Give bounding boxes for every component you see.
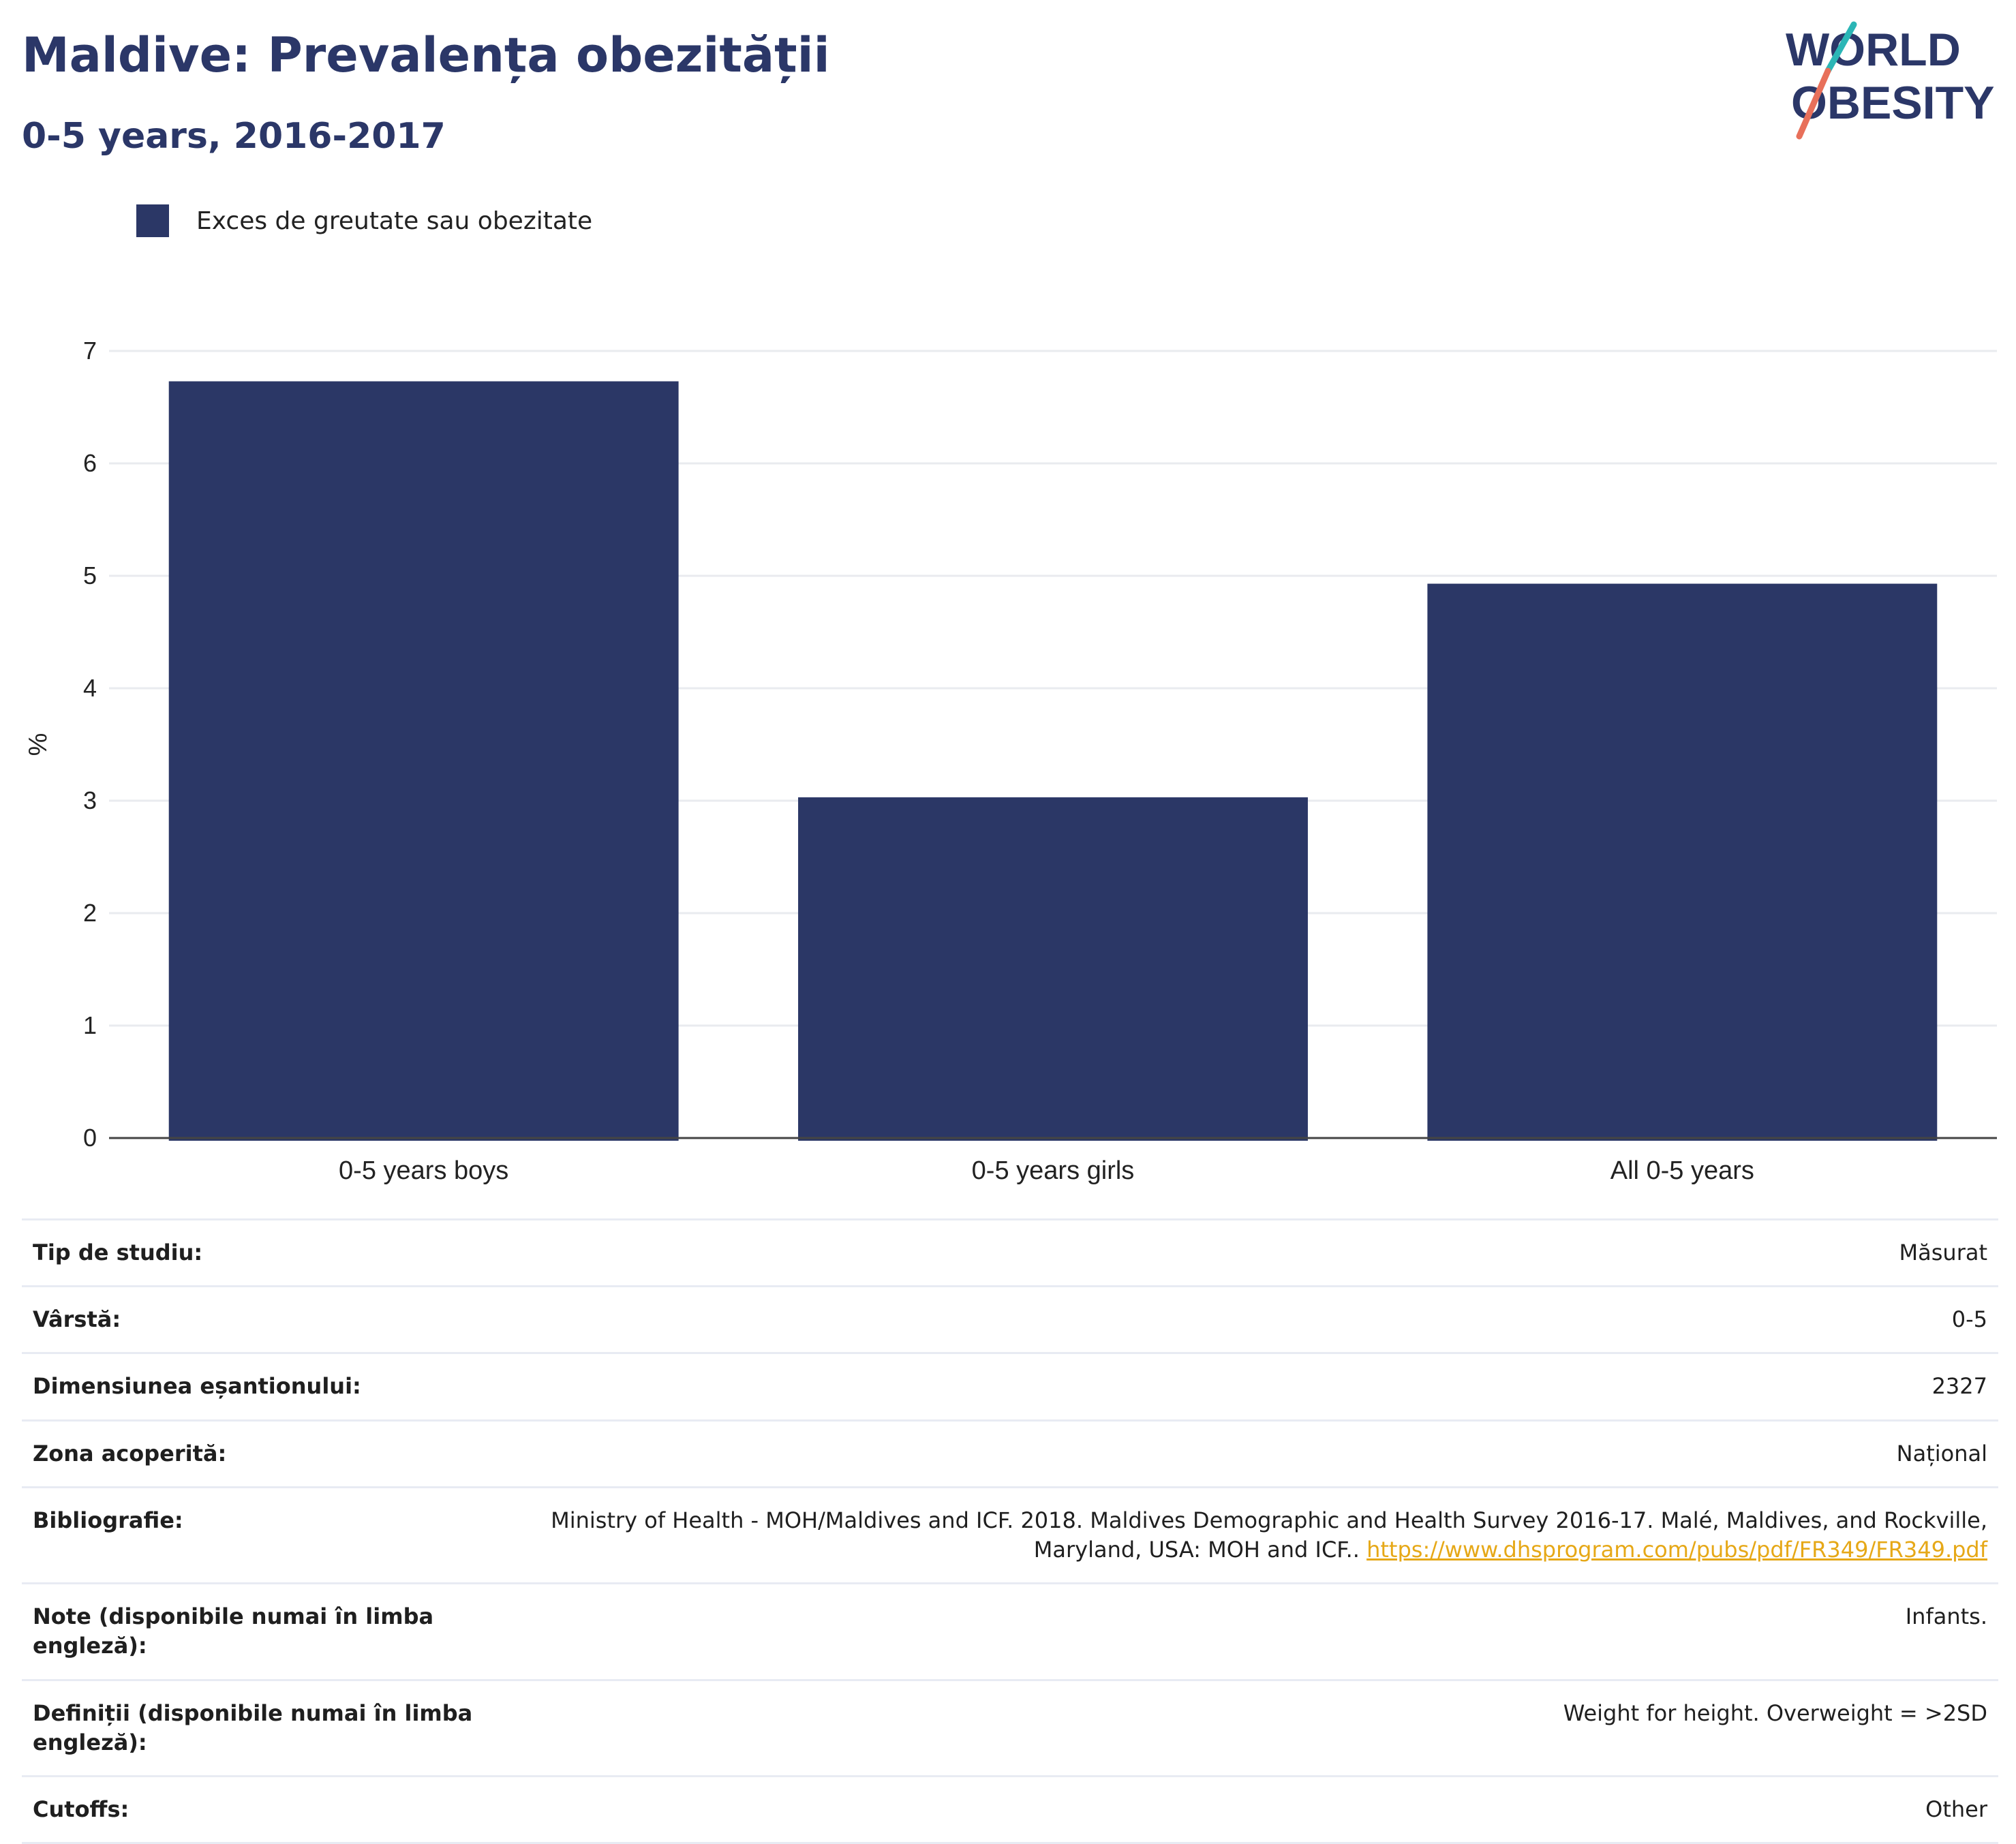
- x-tick-label: 0-5 years boys: [339, 1156, 508, 1185]
- info-row: Cutoffs: Other: [22, 1774, 1998, 1844]
- info-value-text: Măsurat: [1899, 1240, 1987, 1265]
- info-value-text: Infants.: [1905, 1603, 1987, 1630]
- info-value-text: Other: [1925, 1796, 1987, 1822]
- chart-legend: Exces de greutate sau obezitate: [136, 202, 592, 240]
- y-tick-label: 1: [83, 1011, 97, 1039]
- info-value: Ministry of Health - MOH/Maldives and IC…: [521, 1486, 1998, 1584]
- y-tick-label: 7: [83, 337, 97, 365]
- y-tick-label: 6: [83, 449, 97, 477]
- info-value: 0-5: [521, 1285, 1998, 1353]
- study-info-table: Tip de studiu: Măsurat Vârstă: 0-5 Dimensiun…: [22, 1218, 1998, 1844]
- y-axis-label: %: [24, 733, 52, 756]
- bar: [798, 797, 1308, 1141]
- info-key: Definiții (disponibile numai în limba en…: [22, 1678, 521, 1777]
- chart-subtitle: 0-5 years, 2016-2017: [22, 116, 446, 157]
- info-key: Vârstă:: [22, 1285, 521, 1353]
- info-key: Dimensiunea eșantionului:: [22, 1352, 521, 1421]
- y-tick-label: 2: [83, 899, 97, 927]
- bar: [168, 381, 679, 1141]
- info-row: Note (disponibile numai în limba engleză…: [22, 1582, 1998, 1680]
- info-value: Național: [521, 1419, 1998, 1488]
- info-value: Măsurat: [521, 1218, 1998, 1287]
- legend-swatch: [136, 204, 169, 237]
- svg-text:OBESITY: OBESITY: [1791, 77, 1995, 129]
- bar-chart: 0 1 2 3 4 5 6 7 0-5 years boys 0-5 years girls All…: [24, 337, 1997, 1185]
- bar: [1427, 583, 1938, 1141]
- info-key: Bibliografie:: [22, 1486, 521, 1584]
- info-row: Definiții (disponibile numai în limba en…: [22, 1678, 1998, 1777]
- y-tick-label: 4: [83, 674, 97, 702]
- info-key: Tip de studiu:: [22, 1218, 521, 1287]
- info-key: Cutoffs:: [22, 1774, 521, 1844]
- y-tick-label: 0: [83, 1124, 97, 1152]
- info-value-text: Ministry of Health - MOH/Maldives and IC…: [551, 1507, 1987, 1563]
- legend-label: Exces de greutate sau obezitate: [196, 206, 593, 235]
- info-value: Weight for height. Overweight = >2SD: [521, 1678, 1998, 1777]
- world-obesity-logo: WORLD OBESITY: [1786, 21, 1995, 140]
- chart-title: Maldive: Prevalența obezității: [22, 27, 830, 83]
- info-value-text: Weight for height. Overweight = >2SD: [1563, 1700, 1987, 1726]
- info-key: Zona acoperită:: [22, 1419, 521, 1488]
- info-key: Note (disponibile numai în limba engleză…: [22, 1582, 521, 1680]
- info-row: Vârstă: 0-5: [22, 1285, 1998, 1353]
- info-value: Infants.: [521, 1582, 1998, 1680]
- info-value: Other: [521, 1774, 1998, 1844]
- info-value-text: Național: [1896, 1440, 1987, 1466]
- info-row: Dimensiunea eșantionului: 2327: [22, 1352, 1998, 1421]
- info-row: Tip de studiu: Măsurat: [22, 1218, 1998, 1287]
- info-value: 2327: [521, 1352, 1998, 1421]
- info-row: Zona acoperită: Național: [22, 1419, 1998, 1488]
- y-tick-label: 5: [83, 562, 97, 589]
- x-tick-label: 0-5 years girls: [972, 1156, 1135, 1185]
- x-tick-label: All 0-5 years: [1610, 1156, 1754, 1185]
- info-value-text: 2327: [1931, 1373, 1987, 1400]
- info-row: Bibliografie: Ministry of Health - MOH/Ma…: [22, 1486, 1998, 1584]
- y-tick-label: 3: [83, 786, 97, 814]
- bibliography-link[interactable]: https://www.dhsprogram.com/pubs/pdf/FR34…: [1366, 1536, 1987, 1563]
- svg-text:WORLD: WORLD: [1786, 24, 1961, 76]
- info-value-text: 0-5: [1951, 1306, 1987, 1333]
